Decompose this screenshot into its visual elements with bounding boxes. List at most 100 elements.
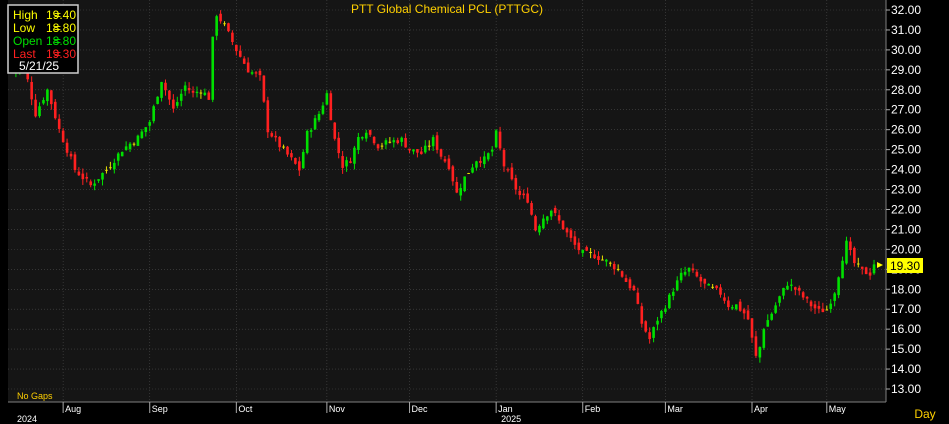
candle-body	[668, 294, 671, 309]
y-tick-label: 20.00	[891, 242, 921, 256]
y-tick-label: 26.00	[891, 123, 921, 137]
candle-body	[219, 13, 222, 22]
candle-body	[620, 271, 624, 277]
candle-body	[231, 32, 234, 43]
candle-body	[191, 90, 195, 93]
candle-body	[557, 215, 561, 221]
candle-body	[61, 130, 65, 143]
x-tick-label: Aug	[65, 404, 81, 414]
candle-body	[116, 153, 120, 161]
high-label: High	[13, 8, 38, 22]
candle-body	[612, 263, 616, 270]
candle-body	[412, 149, 415, 152]
candle-body	[368, 130, 372, 135]
period-label[interactable]: Day	[914, 407, 935, 421]
candle-body	[242, 58, 246, 64]
info-box: High = 19.40 Low = 18.80 Open = 18.80 La…	[7, 4, 79, 74]
candle-body	[856, 263, 860, 265]
candle-body	[597, 256, 600, 261]
x-tick-label: Feb	[585, 404, 601, 414]
candle-body	[695, 271, 699, 277]
y-tick-label: 21.00	[891, 222, 921, 236]
candle-body	[120, 151, 124, 157]
candle-body	[195, 91, 199, 94]
candle-body	[361, 137, 364, 139]
candle-body	[278, 136, 281, 148]
candle-body	[703, 278, 707, 284]
candle-body	[715, 285, 718, 289]
candle-body	[864, 267, 868, 275]
candle-body	[691, 268, 695, 271]
candle-body	[664, 308, 667, 312]
candle-body	[734, 304, 738, 310]
candle-body	[298, 161, 301, 171]
y-tick-label: 29.00	[891, 63, 921, 77]
candle-body	[254, 72, 258, 74]
candle-body	[754, 336, 758, 356]
candle-body	[719, 287, 722, 295]
candle-body	[825, 309, 829, 311]
x-tick-label: Oct	[238, 404, 253, 414]
candle-body	[632, 285, 636, 291]
y-tick-label: 31.00	[891, 23, 921, 37]
candle-body	[274, 135, 278, 138]
candle-body	[490, 149, 494, 152]
candle-body	[309, 130, 313, 132]
candle-body	[420, 151, 423, 155]
candle-body	[30, 81, 33, 100]
candle-body	[313, 118, 317, 130]
candle-body	[380, 145, 384, 147]
candle-body	[140, 131, 144, 139]
last-price-label: 19.30	[890, 259, 920, 273]
last-price-arrow-icon	[877, 262, 883, 268]
candle-body	[498, 131, 502, 149]
candle-body	[778, 296, 781, 303]
candle-body	[549, 210, 553, 217]
candle-body	[750, 318, 754, 338]
candle-body	[738, 301, 742, 311]
candle-body	[746, 310, 750, 320]
candle-body	[853, 247, 856, 264]
candle-body	[494, 130, 498, 148]
x-tick-label: Nov	[329, 404, 346, 414]
candle-body	[333, 122, 337, 139]
candle-body	[128, 143, 132, 150]
candle-body	[451, 166, 455, 182]
candle-body	[727, 300, 730, 308]
candle-body	[329, 93, 333, 121]
candle-body	[148, 122, 152, 126]
candle-body	[317, 113, 321, 121]
candle-body	[837, 277, 840, 296]
candle-body	[69, 153, 73, 157]
candle-body	[762, 329, 766, 348]
candle-body	[203, 92, 207, 95]
candle-body	[471, 167, 474, 173]
candle-body	[144, 127, 148, 132]
candle-body	[506, 169, 510, 171]
y-tick-label: 32.00	[891, 3, 921, 17]
low-eq: =	[54, 21, 61, 35]
candle-body	[187, 88, 191, 91]
candle-body	[423, 145, 427, 153]
candle-body	[349, 161, 352, 163]
candle-body	[113, 162, 116, 170]
candle-body	[258, 70, 262, 76]
x-tick-label: Sep	[152, 404, 168, 414]
candle-body	[601, 259, 604, 261]
candle-body	[758, 346, 762, 358]
candle-body	[640, 306, 644, 324]
candle-body	[593, 254, 596, 259]
candle-body	[821, 308, 825, 313]
candle-body	[179, 93, 183, 101]
candle-body	[175, 102, 179, 106]
candle-body	[813, 304, 817, 309]
candle-body	[801, 292, 805, 298]
candle-body	[628, 279, 632, 289]
candle-body	[34, 99, 37, 117]
candle-body	[345, 160, 348, 167]
candle-body	[136, 135, 140, 146]
open-label: Open	[13, 34, 42, 48]
candle-body	[542, 218, 545, 229]
candle-body	[872, 264, 876, 274]
